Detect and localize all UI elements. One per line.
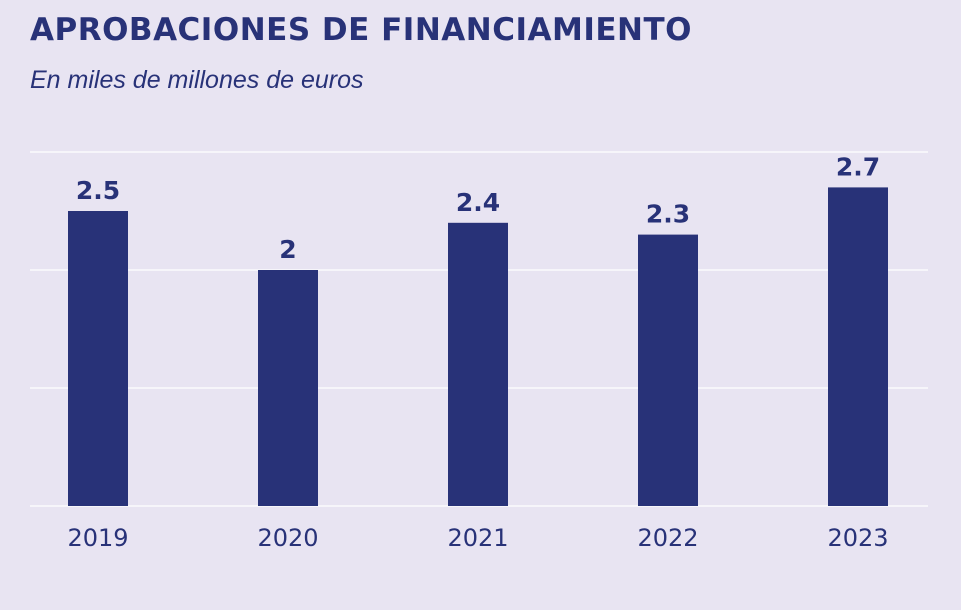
x-tick-2022: 2022 bbox=[637, 524, 698, 552]
x-tick-2019: 2019 bbox=[67, 524, 128, 552]
x-tick-2023: 2023 bbox=[827, 524, 888, 552]
chart-subtitle: En miles de millones de euros bbox=[30, 66, 364, 94]
bar-2023 bbox=[828, 187, 888, 506]
data-label-2022: 2.3 bbox=[646, 200, 690, 229]
bar-2019 bbox=[68, 211, 128, 506]
chart-title: APROBACIONES DE FINANCIAMIENTO bbox=[30, 12, 693, 48]
data-label-2023: 2.7 bbox=[836, 152, 880, 181]
x-tick-2020: 2020 bbox=[257, 524, 318, 552]
data-label-2019: 2.5 bbox=[76, 176, 120, 205]
bar-2020 bbox=[258, 270, 318, 506]
bar-2021 bbox=[448, 222, 508, 507]
data-label-2020: 2 bbox=[279, 235, 296, 264]
x-tick-2021: 2021 bbox=[447, 524, 508, 552]
data-label-2021: 2.4 bbox=[456, 188, 500, 217]
bar-2022 bbox=[638, 234, 698, 506]
